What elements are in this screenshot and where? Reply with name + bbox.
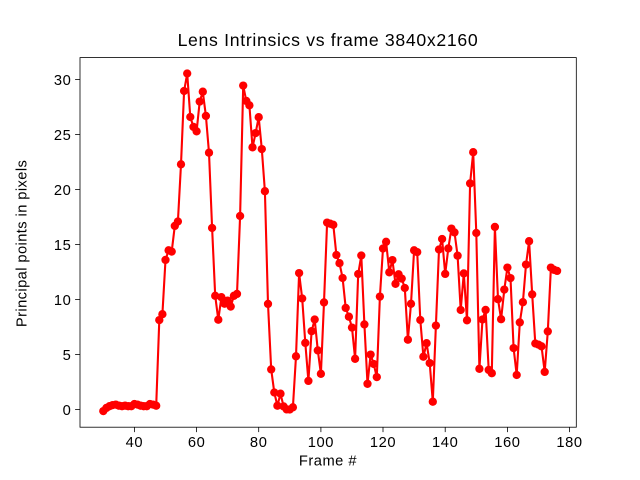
svg-text:0: 0 xyxy=(63,403,72,419)
svg-text:Principal points in pixels: Principal points in pixels xyxy=(15,160,31,327)
svg-text:15: 15 xyxy=(54,238,72,254)
svg-text:30: 30 xyxy=(54,73,72,89)
svg-text:100: 100 xyxy=(308,435,334,451)
svg-text:10: 10 xyxy=(54,293,72,309)
svg-text:160: 160 xyxy=(494,435,520,451)
svg-text:180: 180 xyxy=(556,435,582,451)
svg-text:25: 25 xyxy=(54,128,72,144)
svg-text:60: 60 xyxy=(188,435,206,451)
svg-text:Lens Intrinsics vs frame 3840x: Lens Intrinsics vs frame 3840x2160 xyxy=(178,30,479,50)
svg-text:20: 20 xyxy=(54,183,72,199)
svg-text:Frame #: Frame # xyxy=(299,453,358,469)
svg-text:40: 40 xyxy=(126,435,144,451)
svg-text:80: 80 xyxy=(250,435,268,451)
svg-text:120: 120 xyxy=(370,435,396,451)
svg-text:140: 140 xyxy=(432,435,458,451)
svg-text:5: 5 xyxy=(63,348,72,364)
